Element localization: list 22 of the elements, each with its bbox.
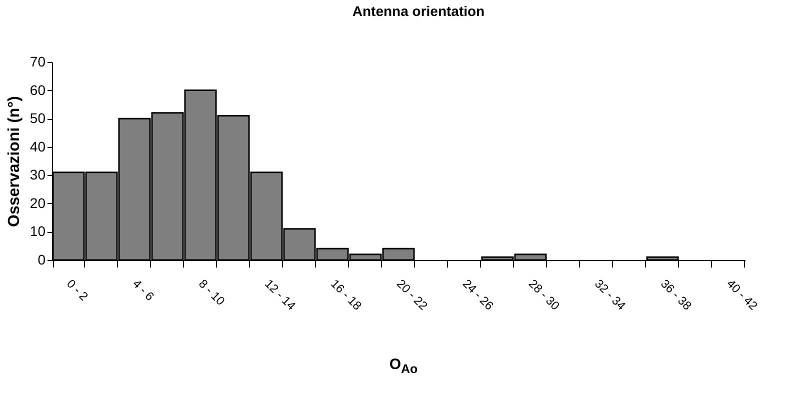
y-tick-label: 30 — [30, 166, 46, 183]
y-tick-label: 10 — [30, 223, 46, 240]
chart-title: Antenna orientation — [352, 3, 485, 19]
x-tick-label: 12 - 14 — [262, 276, 299, 314]
x-tick-label: 40 - 42 — [724, 276, 761, 314]
y-tick-label: 70 — [30, 54, 46, 70]
x-tick-label: 32 - 34 — [592, 276, 629, 314]
x-tick-label: 20 - 22 — [394, 276, 431, 314]
y-tick-label: 20 — [30, 194, 46, 211]
x-axis-title: O$_{Ao}$ — [388, 356, 419, 376]
x-tick-label: 24 - 26 — [460, 276, 497, 314]
x-tick-label: 0 - 2 — [64, 276, 92, 304]
x-tick-label: 4 - 6 — [130, 276, 158, 304]
x-tick-label: 28 - 30 — [526, 276, 563, 314]
y-axis-title: Osservazioni (n°) — [6, 96, 23, 227]
y-tick-label: 40 — [30, 138, 46, 154]
y-tick-label: 60 — [30, 82, 46, 98]
x-tick-label: 36 - 38 — [658, 276, 695, 314]
y-tick-label: 0 — [38, 252, 46, 268]
y-tick-label: 50 — [30, 110, 46, 126]
x-tick-label: 8 - 10 — [196, 276, 228, 308]
x-tick-label: 16 - 18 — [328, 276, 365, 314]
